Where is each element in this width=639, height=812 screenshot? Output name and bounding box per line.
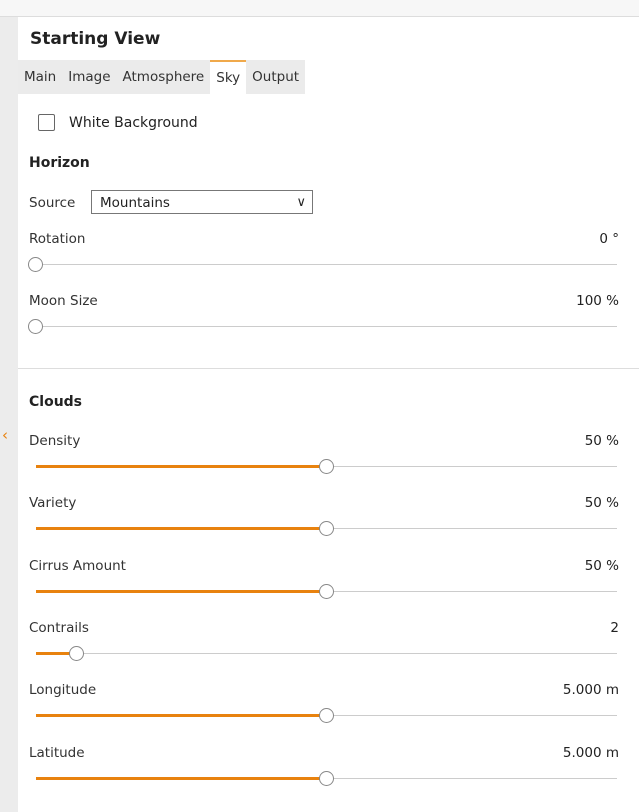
latitude-value: 5.000 m <box>562 744 619 761</box>
longitude-slider[interactable] <box>36 708 617 724</box>
white-background-label: White Background <box>69 115 198 131</box>
tab-bar: Main Image Atmosphere Sky Output <box>18 60 639 94</box>
source-select[interactable]: Mountains ∨ <box>91 190 313 214</box>
latitude-label: Latitude <box>29 744 85 761</box>
moon-size-slider[interactable] <box>28 319 617 335</box>
side-strip <box>0 17 18 812</box>
latitude-slider[interactable] <box>36 770 617 787</box>
slider-fill <box>36 527 327 531</box>
collapse-chevron-left-icon[interactable]: ‹ <box>2 426 8 444</box>
settings-panel: Starting View Main Image Atmosphere Sky … <box>18 17 639 812</box>
slider-fill <box>36 651 77 655</box>
source-label: Source <box>29 195 76 211</box>
slider-thumb[interactable] <box>318 708 334 724</box>
slider-thumb[interactable] <box>68 645 84 661</box>
panel-title: Starting View <box>30 29 161 49</box>
slider-thumb[interactable] <box>28 319 43 334</box>
slider-track <box>36 326 617 327</box>
slider-fill <box>36 589 327 593</box>
slider-track <box>36 264 617 265</box>
tab-main[interactable]: Main <box>24 69 57 85</box>
tab-sky[interactable]: Sky <box>210 60 247 94</box>
slider-fill <box>36 776 327 780</box>
slider-thumb[interactable] <box>318 583 334 599</box>
density-slider[interactable] <box>36 459 617 475</box>
slider-thumb[interactable] <box>318 459 334 474</box>
tab-output[interactable]: Output <box>252 69 300 85</box>
divider <box>18 368 639 369</box>
slider-thumb[interactable] <box>318 521 334 537</box>
variety-slider[interactable] <box>36 521 617 537</box>
cirrus-amount-value: 50 % <box>584 557 619 574</box>
slider-fill <box>36 465 327 468</box>
moon-size-value: 100 % <box>576 293 619 309</box>
slider-thumb[interactable] <box>318 770 334 786</box>
horizon-heading: Horizon <box>29 155 90 171</box>
rotation-value: 0 ° <box>599 231 619 247</box>
window-title-bar <box>0 0 639 17</box>
white-background-checkbox[interactable] <box>38 114 55 131</box>
contrails-label: Contrails <box>29 619 89 636</box>
longitude-label: Longitude <box>29 682 97 699</box>
source-value: Mountains <box>100 195 170 211</box>
variety-value: 50 % <box>584 495 619 512</box>
longitude-value: 5.000 m <box>562 682 619 699</box>
density-value: 50 % <box>584 433 619 449</box>
contrails-value: 2 <box>610 619 619 636</box>
cirrus-amount-label: Cirrus Amount <box>29 557 126 574</box>
density-label: Density <box>29 433 81 449</box>
slider-thumb[interactable] <box>28 257 43 272</box>
slider-track <box>36 652 617 654</box>
cirrus-amount-slider[interactable] <box>36 583 617 600</box>
rotation-label: Rotation <box>29 231 86 247</box>
tab-image[interactable]: Image <box>68 69 111 85</box>
chevron-down-icon: ∨ <box>296 195 306 210</box>
moon-size-label: Moon Size <box>29 293 98 309</box>
slider-fill <box>36 714 327 718</box>
rotation-slider[interactable] <box>28 257 617 273</box>
tab-atmosphere[interactable]: Atmosphere <box>122 69 205 85</box>
variety-label: Variety <box>29 495 77 512</box>
clouds-heading: Clouds <box>29 394 83 410</box>
contrails-slider[interactable] <box>36 645 617 662</box>
